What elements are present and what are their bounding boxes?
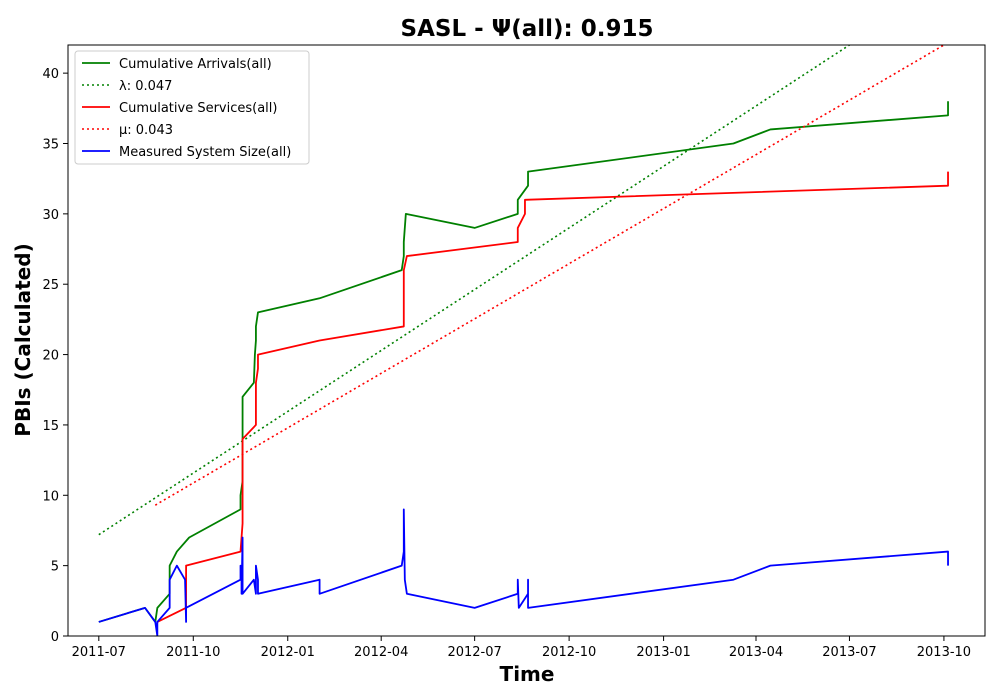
- plot-frame: [67, 44, 986, 637]
- y-tick-label: 0: [51, 630, 59, 645]
- legend-label-0: Cumulative Arrivals(all): [119, 57, 272, 72]
- y-tick-label: 40: [42, 67, 59, 82]
- x-tick-label: 2013-10: [917, 645, 971, 660]
- legend: Cumulative Arrivals(all) λ: 0.047 Cumulati…: [74, 50, 310, 165]
- series-line-2: [156, 171, 949, 623]
- y-tick-label: 5: [51, 560, 59, 575]
- series-line-4: [98, 508, 949, 636]
- x-tick-label: 2013-07: [822, 645, 876, 660]
- x-tick-label: 2012-07: [447, 645, 501, 660]
- series-line-3: [154, 45, 945, 506]
- x-tick-label: 2012-10: [542, 645, 596, 660]
- x-axis-title: Time: [500, 662, 555, 686]
- x-tick-label: 2013-04: [729, 645, 783, 660]
- y-tick-label: 35: [42, 138, 59, 153]
- y-tick-label: 30: [42, 208, 59, 223]
- legend-box: [74, 50, 310, 165]
- x-tick-label: 2011-10: [166, 645, 220, 660]
- y-tick-label: 25: [42, 278, 59, 293]
- x-tick-label: 2013-01: [636, 645, 690, 660]
- series-line-1: [98, 45, 850, 536]
- y-axis: 0 5 10 15 20 25 30 35 40: [42, 67, 68, 645]
- x-tick-label: 2012-01: [261, 645, 315, 660]
- y-axis-title: PBIs (Calculated): [11, 243, 35, 436]
- x-axis: 2011-07 2011-10 2012-01 2012-04 2012-07 2012-…: [72, 636, 971, 660]
- y-tick-label: 15: [42, 419, 59, 434]
- legend-label-2: Cumulative Services(all): [119, 101, 277, 116]
- y-tick-label: 20: [42, 349, 59, 364]
- x-tick-label: 2011-07: [72, 645, 126, 660]
- y-tick-label: 10: [42, 489, 59, 504]
- legend-label-1: λ: 0.047: [119, 79, 172, 94]
- series-line-0: [98, 101, 949, 623]
- legend-label-4: Measured System Size(all): [119, 145, 291, 160]
- legend-label-3: μ: 0.043: [119, 123, 173, 138]
- plot-lines: [98, 45, 949, 636]
- chart-title: SASL - Ψ(all): 0.915: [401, 16, 654, 42]
- x-tick-label: 2012-04: [354, 645, 408, 660]
